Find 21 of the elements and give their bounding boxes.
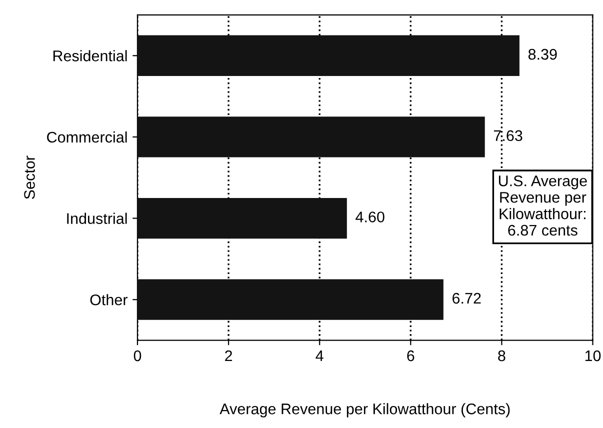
x-tick-label: 8	[498, 350, 506, 362]
y-axis-title: Sector	[24, 156, 35, 199]
data-label: 6.72	[452, 292, 481, 304]
y-tick-label: Industrial	[67, 212, 127, 224]
data-label: 7.63	[494, 130, 522, 142]
bar	[137, 35, 520, 76]
annotation: U.S. Average Revenue per Kilowatthour: 6.87 cents	[498, 175, 587, 236]
y-tick-label: Commercial	[47, 131, 127, 143]
data-label: 4.60	[356, 212, 384, 222]
bar	[137, 279, 444, 320]
x-tick-label: 0	[134, 350, 142, 362]
bar	[137, 198, 347, 239]
x-axis-title: Average Revenue per Kilowatthour (Cents)	[220, 403, 510, 418]
x-tick-label: 6	[407, 350, 414, 362]
bar	[137, 116, 485, 158]
x-tick-label: 10	[585, 350, 601, 362]
data-label: 8.39	[528, 48, 557, 60]
y-tick-label: Residential	[53, 50, 127, 62]
x-tick-label: 4	[316, 350, 324, 362]
x-tick-label: 2	[225, 350, 232, 362]
y-tick-label: Other	[90, 294, 128, 306]
